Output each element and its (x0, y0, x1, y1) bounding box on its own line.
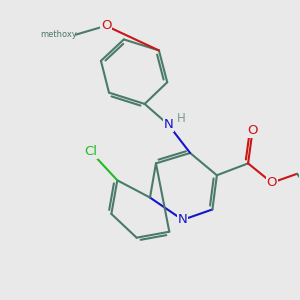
Text: Cl: Cl (84, 145, 97, 158)
Text: O: O (247, 124, 258, 137)
Text: N: N (164, 118, 173, 131)
Text: methoxy: methoxy (40, 30, 77, 39)
Text: O: O (101, 19, 111, 32)
Text: N: N (178, 213, 188, 226)
Text: H: H (176, 112, 185, 125)
Text: O: O (267, 176, 277, 189)
